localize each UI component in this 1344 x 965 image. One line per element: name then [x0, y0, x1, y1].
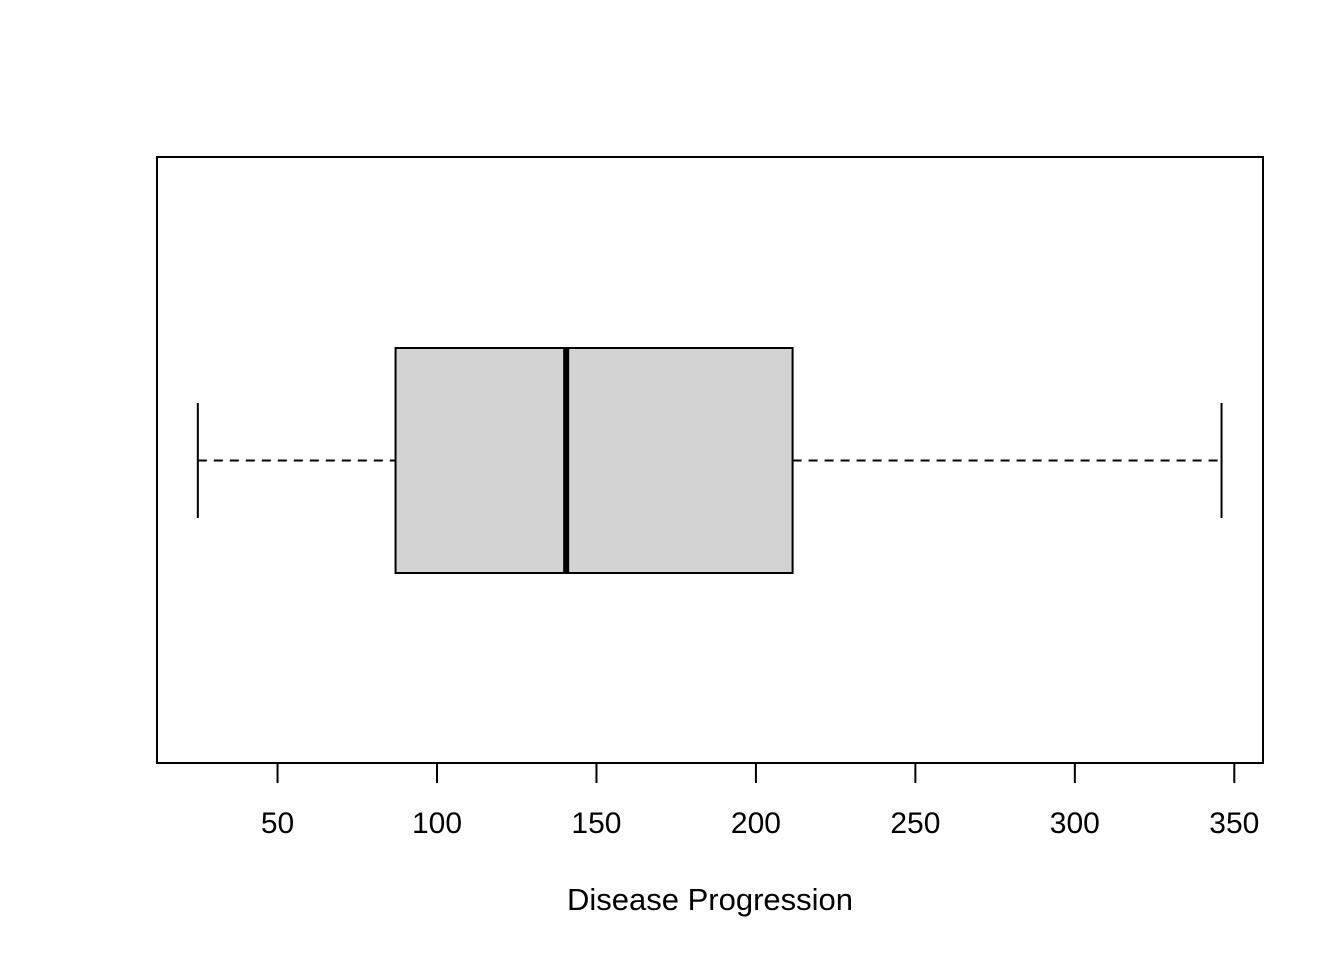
iqr-box — [394, 347, 794, 574]
x-tick-label: 350 — [1209, 807, 1259, 840]
x-axis: 50 100 150 200 250 300 350 — [261, 762, 1259, 840]
box-group — [196, 347, 1223, 574]
x-tick-label: 250 — [890, 807, 940, 840]
x-tick-label: 100 — [412, 807, 462, 840]
x-tick-label: 50 — [261, 807, 294, 840]
x-tick-label: 150 — [571, 807, 621, 840]
x-tick-label: 300 — [1050, 807, 1100, 840]
x-ticks: 50 100 150 200 250 300 350 — [261, 763, 1259, 840]
x-axis-title: Disease Progression — [567, 882, 853, 917]
x-tick-label: 200 — [731, 807, 781, 840]
